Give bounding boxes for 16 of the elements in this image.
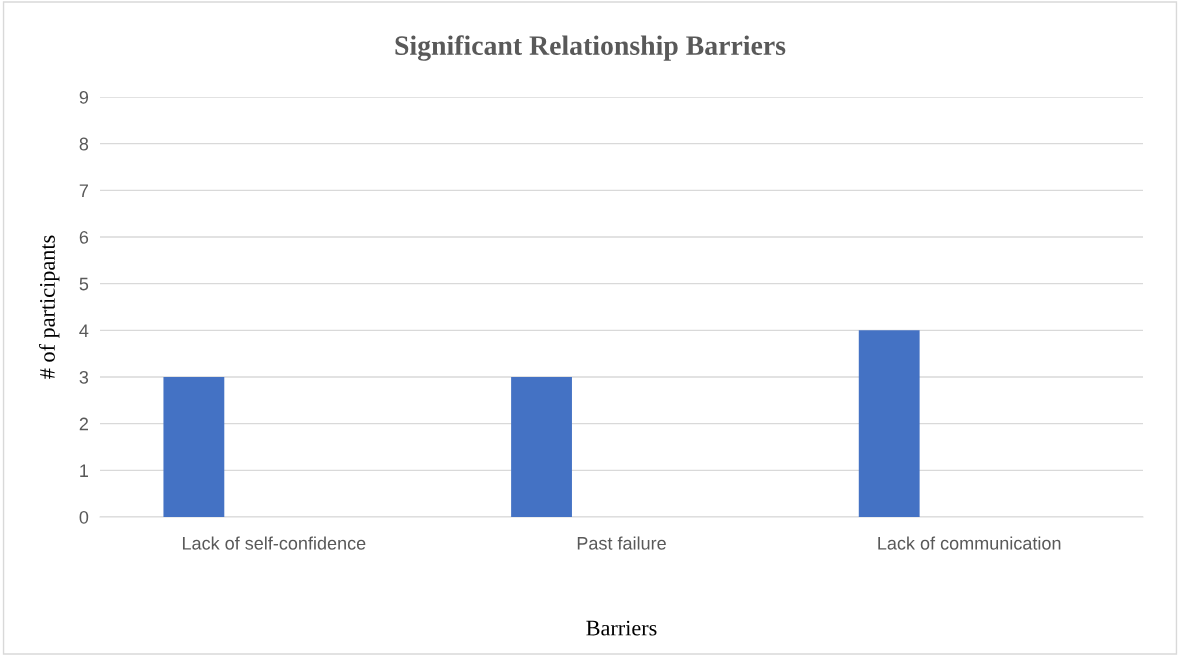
y-axis-title: # of participants xyxy=(39,235,60,379)
y-tick-label: 9 xyxy=(79,90,89,104)
y-tick-label: 0 xyxy=(79,510,89,524)
x-tick-label: Lack of communication xyxy=(878,536,1061,550)
y-tick-label: 2 xyxy=(79,417,88,431)
x-tick-label: Lack of self-confidence xyxy=(182,536,366,550)
x-tick-label: Past failure xyxy=(577,536,666,550)
y-tick-label: 7 xyxy=(79,184,88,197)
y-tick-label: 8 xyxy=(79,137,89,151)
chart-title: Significant Relationship Barriers xyxy=(395,35,786,61)
y-tick-label: 5 xyxy=(79,277,89,291)
y-tick-label: 1 xyxy=(80,464,89,477)
x-axis-title: Barriers xyxy=(586,620,657,636)
y-tick-label: 6 xyxy=(79,230,89,244)
y-tick-label: 4 xyxy=(79,324,89,337)
y-tick-label: 3 xyxy=(79,370,89,384)
